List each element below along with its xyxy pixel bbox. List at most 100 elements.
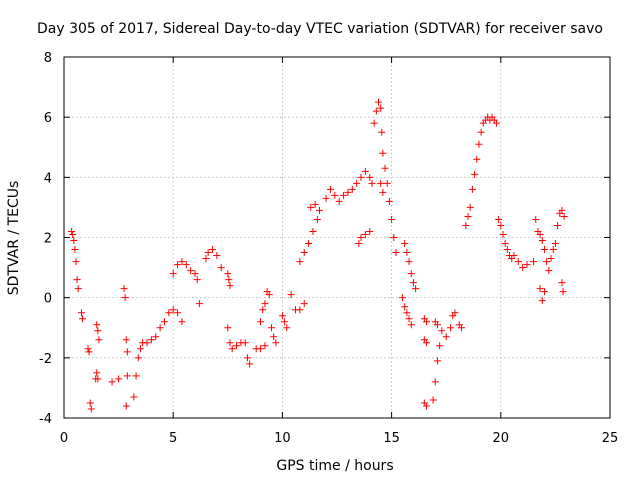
data-point xyxy=(403,309,411,317)
data-point xyxy=(69,230,77,238)
data-point xyxy=(165,309,173,317)
data-point xyxy=(213,252,221,260)
data-point xyxy=(477,128,485,136)
data-point xyxy=(357,234,365,241)
data-point xyxy=(377,104,385,112)
data-point xyxy=(77,309,85,317)
data-point xyxy=(87,405,95,413)
data-point xyxy=(433,357,441,365)
data-point xyxy=(120,285,128,293)
data-point xyxy=(473,155,481,163)
data-point xyxy=(202,255,210,263)
data-point xyxy=(468,185,476,193)
data-point xyxy=(257,345,265,353)
data-point xyxy=(143,339,151,347)
data-point xyxy=(94,327,102,335)
data-point xyxy=(543,258,551,266)
data-point xyxy=(281,318,289,326)
data-point xyxy=(559,288,567,296)
data-point xyxy=(348,185,356,193)
data-point xyxy=(399,294,407,302)
data-point xyxy=(388,215,396,223)
data-point xyxy=(492,119,500,127)
data-point xyxy=(296,306,304,314)
data-point xyxy=(130,393,138,401)
data-point xyxy=(300,249,308,257)
data-point xyxy=(403,249,411,257)
data-point xyxy=(412,285,420,293)
data-point xyxy=(370,119,378,127)
y-tick-label: 0 xyxy=(44,292,52,307)
y-tick-label: 2 xyxy=(44,232,52,247)
data-point xyxy=(431,378,439,386)
data-point xyxy=(241,339,249,347)
data-point xyxy=(169,270,177,278)
data-point xyxy=(510,252,518,260)
data-point xyxy=(514,258,522,266)
data-point xyxy=(123,372,131,380)
data-point xyxy=(94,375,102,383)
data-point xyxy=(471,170,479,178)
data-point xyxy=(121,294,129,302)
data-point xyxy=(169,306,177,314)
chart-title: Day 305 of 2017, Sidereal Day-to-day VTE… xyxy=(37,21,603,37)
data-point xyxy=(551,240,559,248)
data-point xyxy=(532,215,540,223)
data-point xyxy=(152,333,160,341)
data-point xyxy=(536,230,544,238)
y-tick-label: -2 xyxy=(39,352,52,367)
data-point xyxy=(122,336,130,344)
y-tick-label: 4 xyxy=(44,171,52,186)
data-point xyxy=(270,333,278,341)
data-point xyxy=(108,378,116,386)
data-point xyxy=(523,261,531,269)
data-point xyxy=(503,246,511,254)
data-point xyxy=(558,206,566,214)
data-point xyxy=(226,339,234,347)
data-point xyxy=(401,303,409,311)
data-point xyxy=(423,318,431,326)
data-point xyxy=(547,255,555,263)
data-point xyxy=(536,285,544,293)
data-point xyxy=(278,312,286,320)
data-point xyxy=(191,270,199,278)
axis-ticks xyxy=(63,56,611,419)
data-point xyxy=(226,282,234,290)
data-point xyxy=(209,246,217,254)
data-point xyxy=(228,345,236,353)
data-point xyxy=(405,315,413,323)
data-point xyxy=(93,369,101,377)
x-tick-label: 15 xyxy=(383,431,400,446)
data-point xyxy=(429,396,437,404)
data-point xyxy=(79,315,87,323)
data-point xyxy=(259,306,267,314)
data-point xyxy=(560,212,568,220)
data-point xyxy=(95,336,103,344)
data-point xyxy=(182,261,190,269)
y-axis-label: SDTVAR / TECUs xyxy=(6,181,22,296)
data-point xyxy=(497,221,505,229)
data-point xyxy=(74,285,82,293)
data-point xyxy=(423,339,431,347)
data-point xyxy=(224,324,232,332)
data-point xyxy=(160,318,168,326)
data-point xyxy=(405,258,413,266)
data-point xyxy=(86,399,94,407)
x-axis-label: GPS time / hours xyxy=(276,458,393,474)
data-point xyxy=(267,324,275,332)
data-point xyxy=(70,237,78,245)
data-point xyxy=(519,264,527,272)
data-point xyxy=(340,191,348,199)
data-point xyxy=(464,212,472,220)
data-point xyxy=(313,215,321,223)
data-point xyxy=(447,324,455,332)
data-point xyxy=(407,321,415,329)
data-point xyxy=(174,261,182,269)
data-point xyxy=(178,318,186,326)
data-point xyxy=(311,200,319,208)
data-point xyxy=(73,276,81,284)
data-point xyxy=(378,128,386,136)
x-tick-label: 20 xyxy=(493,431,510,446)
data-point xyxy=(549,246,557,254)
